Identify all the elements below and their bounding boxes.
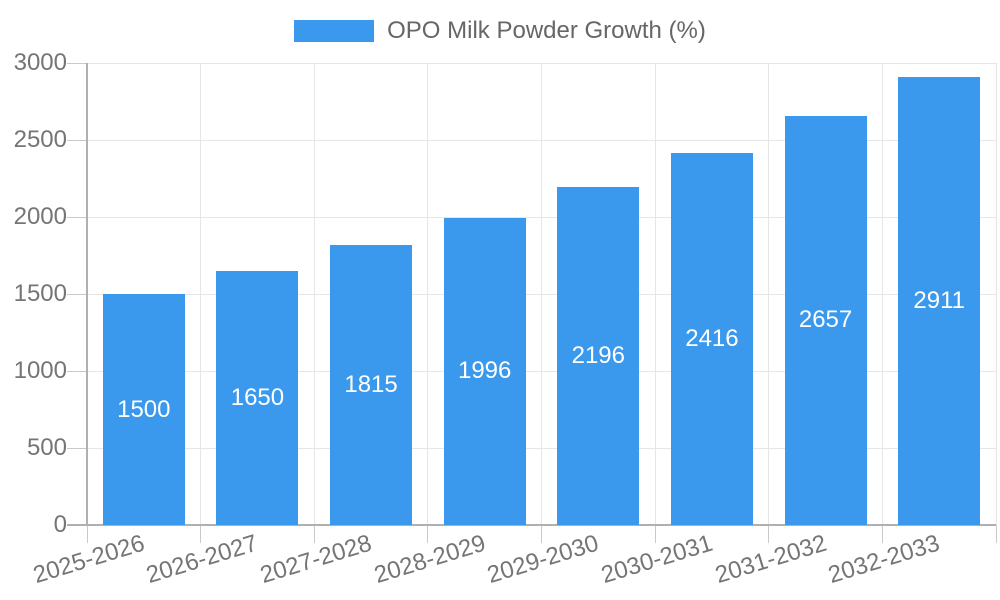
x-axis-line (67, 524, 996, 526)
y-axis-tick-label: 500 (26, 434, 67, 461)
gridline-vertical (995, 63, 997, 525)
bar-value-label: 2416 (685, 324, 739, 352)
y-axis-tick (67, 447, 87, 449)
x-axis-tick (427, 525, 429, 543)
y-axis-tick-label: 2000 (13, 203, 67, 230)
y-axis-tick (67, 62, 87, 64)
gridline-vertical (768, 63, 770, 525)
gridline-vertical (881, 63, 883, 525)
bar[interactable] (898, 76, 981, 525)
bar-value-label: 2911 (913, 286, 965, 314)
y-axis-tick (67, 370, 87, 372)
bar[interactable] (216, 270, 299, 525)
y-axis-tick-label: 1000 (13, 357, 67, 384)
legend-label: OPO Milk Powder Growth (%) (387, 17, 706, 44)
bar-value-label: 2196 (571, 341, 625, 369)
bar[interactable] (330, 245, 413, 525)
bar-value-label: 1500 (117, 395, 171, 423)
gridline-vertical (200, 63, 202, 525)
x-axis-tick (200, 525, 202, 543)
bar-value-label: 1650 (230, 383, 285, 411)
x-axis-tick (654, 525, 656, 543)
gridline-vertical (427, 63, 429, 525)
y-axis-tick-label: 1500 (13, 280, 67, 307)
bar[interactable] (443, 217, 526, 525)
bar-value-label: 1996 (457, 357, 512, 385)
legend-swatch (294, 20, 375, 42)
gridline-vertical (313, 63, 315, 525)
x-axis-tick (313, 525, 315, 543)
gridline-vertical (654, 63, 656, 525)
bar-value-label: 2657 (798, 306, 853, 334)
bar[interactable] (102, 294, 185, 525)
x-axis-tick (881, 525, 883, 543)
y-axis-line (86, 63, 88, 525)
x-axis-tick (541, 525, 542, 543)
x-axis-tick (995, 525, 997, 543)
y-axis-tick (67, 216, 87, 218)
bar[interactable] (670, 152, 753, 525)
gridline-vertical (541, 63, 542, 525)
bar-value-label: 1815 (344, 371, 398, 399)
y-axis-tick-label: 3000 (13, 49, 67, 76)
y-axis-tick (67, 293, 87, 295)
y-axis-tick (67, 139, 87, 141)
x-axis-tick (768, 525, 770, 543)
x-axis-tick (86, 525, 88, 543)
bar[interactable] (784, 115, 867, 525)
bar[interactable] (557, 186, 640, 525)
y-axis-tick-label: 2500 (13, 126, 67, 153)
y-axis-tick-label: 0 (53, 511, 67, 538)
chart-legend[interactable]: OPO Milk Powder Growth (%) (0, 14, 1000, 48)
